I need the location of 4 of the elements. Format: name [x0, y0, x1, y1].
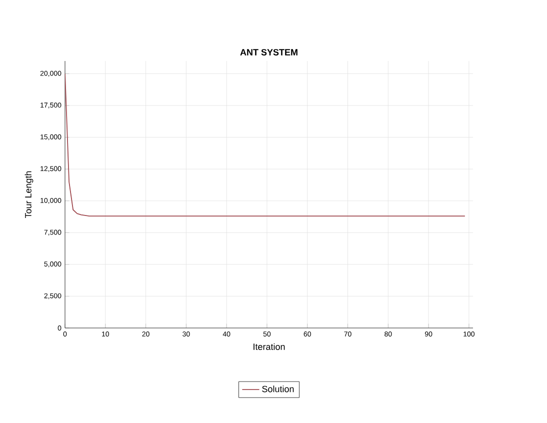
y-axis-title: Tour Length: [24, 171, 34, 218]
chart-title: ANT SYSTEM: [240, 49, 298, 56]
legend-label: Solution: [262, 386, 294, 392]
x-axis-title: Iteration: [254, 343, 285, 350]
